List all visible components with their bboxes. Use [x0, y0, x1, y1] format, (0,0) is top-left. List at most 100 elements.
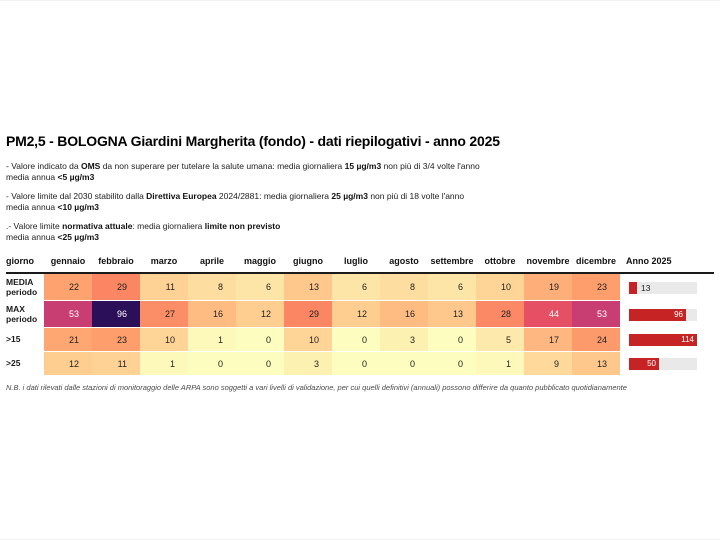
- column-header-month: aprile: [188, 253, 236, 274]
- row-label: MEDIA periodo: [6, 274, 44, 301]
- heatmap-cell: 5: [476, 328, 524, 352]
- row-label: >25: [6, 352, 44, 376]
- heatmap-cell: 12: [44, 352, 92, 376]
- heatmap-cell: 24: [572, 328, 620, 352]
- anno-cell: 50: [626, 352, 714, 376]
- heatmap-cell: 13: [284, 274, 332, 301]
- row-label-line: >25: [6, 358, 21, 369]
- table-row: >15 21 23 10 1 0 10 0 3 0 5 17 24 114: [6, 328, 714, 352]
- column-header-month: luglio: [332, 253, 380, 274]
- column-header-month: maggio: [236, 253, 284, 274]
- anno-bar-track: 114: [629, 334, 697, 346]
- column-header-month: novembre: [524, 253, 572, 274]
- anno-bar-value: 13: [641, 282, 651, 293]
- heatmap-cell: 96: [92, 301, 140, 328]
- table-row: MAX periodo 53 96 27 16 12 29 12 16 13 28 44 53 96: [6, 301, 714, 328]
- note-line: - Valore limite dal 2030 stabilito dalla…: [6, 191, 465, 201]
- heatmap-cell: 6: [332, 274, 380, 301]
- heatmap-cell: 0: [188, 352, 236, 376]
- anno-bar-value: 114: [681, 335, 694, 344]
- heatmap-cell: 13: [572, 352, 620, 376]
- row-label-line: MAX: [6, 304, 25, 314]
- heatmap-cell: 23: [572, 274, 620, 301]
- row-label-line: periodo: [6, 313, 38, 324]
- heatmap-cell: 21: [44, 328, 92, 352]
- heatmap-cell: 0: [428, 352, 476, 376]
- report-content: PM2,5 - BOLOGNA Giardini Margherita (fon…: [0, 1, 720, 392]
- note-normativa-attuale: .- Valore limite normativa attuale: medi…: [6, 221, 714, 243]
- heatmap-cell: 16: [380, 301, 428, 328]
- column-header-month: dicembre: [572, 253, 620, 274]
- heatmap-cell: 27: [140, 301, 188, 328]
- heatmap-cell: 0: [332, 352, 380, 376]
- footnote: N.B. i dati rilevati dalle stazioni di m…: [6, 383, 627, 392]
- anno-bar-fill: [629, 281, 637, 294]
- heatmap-cell: 10: [140, 328, 188, 352]
- heatmap-cell: 6: [428, 274, 476, 301]
- anno-bar-track: 50: [629, 358, 697, 370]
- column-header-anno: Anno 2025: [626, 253, 714, 274]
- column-header-month: gennaio: [44, 253, 92, 274]
- row-label: >15: [6, 328, 44, 352]
- summary-table: giorno gennaio febbraio marzo aprile maggio gi…: [6, 253, 714, 376]
- heatmap-cell: 9: [524, 352, 572, 376]
- heatmap-cell: 0: [428, 328, 476, 352]
- heatmap-cell: 23: [92, 328, 140, 352]
- heatmap-cell: 19: [524, 274, 572, 301]
- anno-bar-fill: 50: [629, 358, 659, 370]
- anno-bar-value: 96: [674, 309, 683, 319]
- note-line: .- Valore limite normativa attuale: medi…: [6, 221, 281, 231]
- heatmap-cell: 11: [92, 352, 140, 376]
- anno-bar-fill: 114: [629, 334, 697, 346]
- table-body: giorno gennaio febbraio marzo aprile maggio gi…: [6, 253, 714, 376]
- heatmap-cell: 53: [44, 301, 92, 328]
- heatmap-cell: 44: [524, 301, 572, 328]
- anno-bar-fill: 96: [629, 308, 686, 321]
- heatmap-cell: 8: [188, 274, 236, 301]
- heatmap-cell: 1: [140, 352, 188, 376]
- heatmap-cell: 12: [332, 301, 380, 328]
- heatmap-cell: 22: [44, 274, 92, 301]
- column-header-giorno: giorno: [6, 253, 44, 274]
- column-header-month: febbraio: [92, 253, 140, 274]
- heatmap-cell: 3: [284, 352, 332, 376]
- column-header-month: marzo: [140, 253, 188, 274]
- column-header-month: giugno: [284, 253, 332, 274]
- heatmap-cell: 13: [428, 301, 476, 328]
- header-row: giorno gennaio febbraio marzo aprile maggio gi…: [6, 253, 714, 274]
- heatmap-cell: 0: [380, 352, 428, 376]
- note-direttiva-europea: - Valore limite dal 2030 stabilito dalla…: [6, 191, 714, 213]
- row-label-line: periodo: [6, 286, 38, 297]
- heatmap-cell: 8: [380, 274, 428, 301]
- heatmap-cell: 0: [332, 328, 380, 352]
- heatmap-cell: 6: [236, 274, 284, 301]
- heatmap-cell: 16: [188, 301, 236, 328]
- anno-cell: 96: [626, 301, 714, 328]
- column-header-month: ottobre: [476, 253, 524, 274]
- anno-bar-track: 96: [629, 308, 697, 321]
- heatmap-cell: 11: [140, 274, 188, 301]
- heatmap-cell: 29: [284, 301, 332, 328]
- heatmap-cell: 3: [380, 328, 428, 352]
- anno-bar-track: 13: [629, 281, 697, 294]
- anno-cell: 13: [626, 274, 714, 301]
- column-header-month: settembre: [428, 253, 476, 274]
- heatmap-cell: 53: [572, 301, 620, 328]
- heatmap-cell: 1: [476, 352, 524, 376]
- heatmap-cell: 0: [236, 328, 284, 352]
- row-label: MAX periodo: [6, 301, 44, 328]
- note-line: media annua <10 µg/m3: [6, 202, 100, 212]
- heatmap-cell: 10: [476, 274, 524, 301]
- row-label-line: MEDIA: [6, 277, 34, 287]
- heatmap-cell: 17: [524, 328, 572, 352]
- anno-cell: 114: [626, 328, 714, 352]
- anno-bar-value: 50: [647, 359, 656, 368]
- page-title: PM2,5 - BOLOGNA Giardini Margherita (fon…: [6, 133, 500, 149]
- heatmap-cell: 0: [236, 352, 284, 376]
- note-line: media annua <25 µg/m3: [6, 232, 100, 242]
- heatmap-cell: 28: [476, 301, 524, 328]
- heatmap-cell: 1: [188, 328, 236, 352]
- note-line: media annua <5 µg/m3: [6, 172, 95, 182]
- notes: - Valore indicato da OMS da non superare…: [6, 161, 714, 243]
